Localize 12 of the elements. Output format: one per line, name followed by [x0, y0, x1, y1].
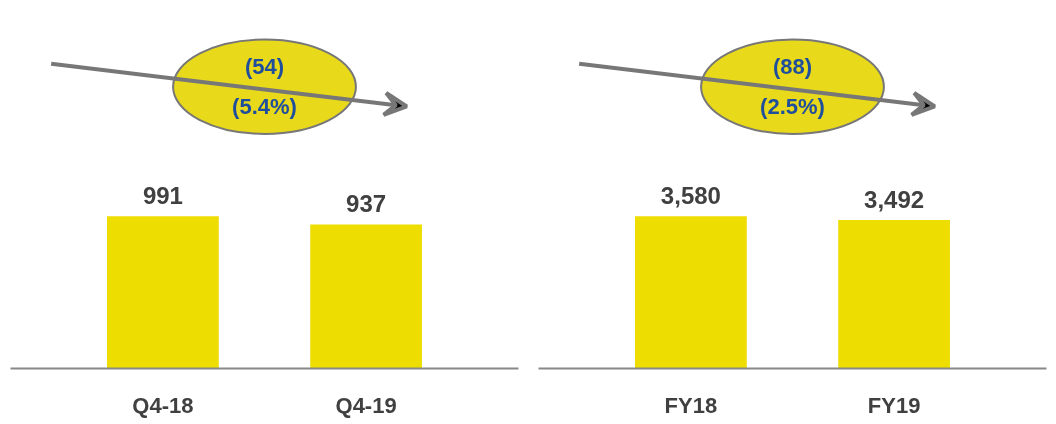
data-label: 3,492 [864, 185, 925, 213]
data-label: 3,580 [660, 181, 721, 209]
data-label: 991 [142, 181, 183, 209]
text: (54) [244, 54, 285, 80]
x-tick-label: FY18 [664, 392, 718, 418]
text: (2.5%) [760, 93, 825, 119]
text: (88) [772, 54, 813, 80]
x-tick-label: Q4-18 [132, 392, 194, 418]
data-label: 937 [346, 190, 387, 218]
x-tick-label: FY19 [867, 392, 921, 418]
text: (5.4%) [232, 93, 297, 119]
x-tick-label: Q4-19 [335, 392, 397, 418]
